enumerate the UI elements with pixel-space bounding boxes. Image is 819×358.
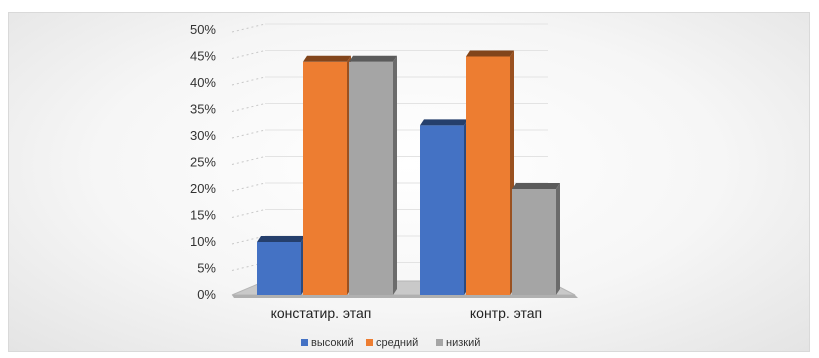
legend-swatch: [301, 339, 308, 346]
bar-высокий-1: [420, 125, 464, 296]
bar-top: [257, 236, 305, 242]
gridline-side: [231, 76, 266, 86]
legend-label: средний: [376, 337, 418, 349]
gridline-side: [231, 262, 266, 271]
gridline-side: [231, 50, 266, 59]
gridline-side: [231, 182, 266, 192]
bar-низкий-0: [349, 61, 393, 295]
bar-средний-0: [303, 61, 347, 295]
y-tick-label: 50%: [190, 22, 216, 37]
bar-top: [420, 119, 468, 126]
y-tick-label: 10%: [190, 234, 216, 249]
bar-низкий-1: [512, 189, 556, 295]
legend-swatch: [436, 339, 443, 346]
bars: [257, 50, 560, 296]
y-tick-label: 40%: [190, 75, 216, 90]
y-tick-label: 20%: [190, 181, 216, 196]
legend-label: низкий: [446, 337, 480, 349]
y-tick-label: 15%: [190, 208, 216, 223]
bar-side: [556, 183, 560, 295]
y-tick-label: 25%: [190, 155, 216, 170]
y-tick-label: 0%: [197, 287, 216, 302]
bar-высокий-0: [257, 242, 301, 295]
gridline-side: [231, 156, 266, 165]
bar-средний-1: [466, 56, 510, 295]
bar-top: [303, 55, 351, 62]
bar-top: [512, 183, 560, 189]
legend-label: высокий: [311, 337, 354, 349]
bar-top: [466, 50, 514, 57]
category-label: контр. этап: [470, 305, 542, 321]
y-tick-label: 45%: [190, 49, 216, 64]
y-axis-ticks: 0% 5% 10% 15% 20% 25% 30% 35% 40% 45% 50%: [190, 22, 216, 302]
y-tick-label: 35%: [190, 102, 216, 117]
gridline-side: [231, 129, 266, 139]
gridline-side: [231, 23, 266, 33]
legend-swatch: [366, 339, 373, 346]
gridline-side: [231, 235, 266, 245]
bar-top: [349, 55, 397, 62]
legend: высокий средний низкий: [301, 337, 480, 349]
y-tick-label: 30%: [190, 128, 216, 143]
bar-side: [393, 55, 397, 295]
gridline-side: [231, 209, 266, 218]
category-label: констатир. этап: [271, 305, 372, 321]
x-axis-categories: констатир. этап контр. этап: [271, 305, 543, 321]
y-tick-label: 5%: [197, 261, 216, 276]
floor-edge: [232, 295, 578, 298]
gridline-side: [231, 103, 266, 112]
